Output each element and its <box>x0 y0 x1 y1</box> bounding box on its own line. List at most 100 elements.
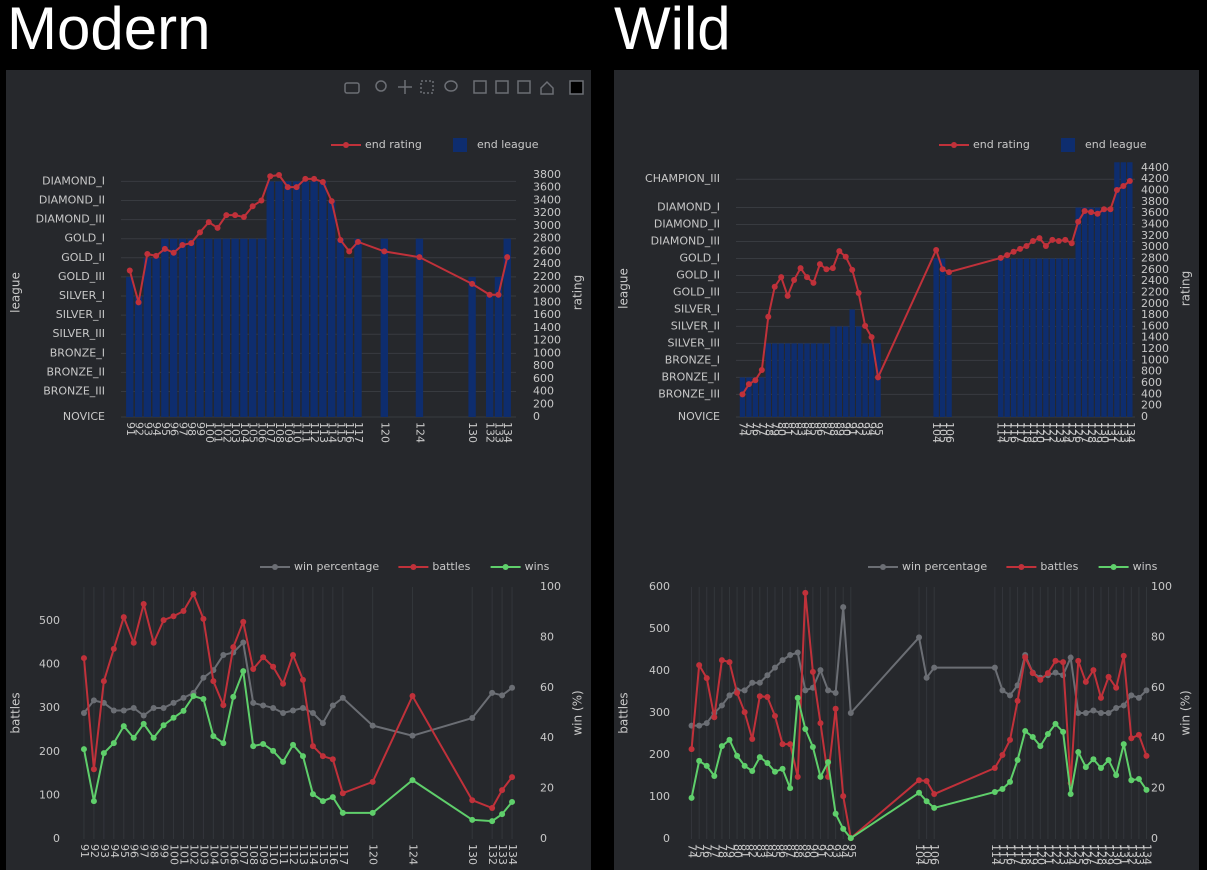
y-tick-label: GOLD_II <box>61 251 105 264</box>
marker <box>923 674 930 681</box>
marker <box>1007 778 1014 785</box>
x-tick-label: 129 <box>1103 844 1116 865</box>
x-tick-label: 122 <box>1046 422 1059 443</box>
marker <box>696 722 703 729</box>
x-tick-label: 95 <box>845 844 858 858</box>
marker <box>499 811 506 818</box>
x-tick-label: 114 <box>307 844 320 865</box>
y-tick-label: 200 <box>39 745 60 758</box>
marker <box>499 787 506 794</box>
marker <box>339 694 346 701</box>
marker <box>223 212 230 219</box>
marker <box>842 253 849 260</box>
marker <box>787 652 794 659</box>
marker <box>802 589 809 596</box>
y2-tick-label: 3000 <box>1141 240 1169 253</box>
x-tick-label: 113 <box>297 844 310 865</box>
x-tick-label: 118 <box>1021 422 1034 443</box>
marker <box>346 248 353 255</box>
marker <box>1007 736 1014 743</box>
marker <box>1135 694 1142 701</box>
y2-tick-label: 200 <box>533 397 554 410</box>
x-tick-label: 120 <box>1034 844 1047 865</box>
marker <box>309 743 316 750</box>
x-tick-label: 95 <box>159 422 172 436</box>
x-tick-label: 115 <box>334 422 347 443</box>
marker <box>840 604 847 611</box>
y-tick-label: 500 <box>649 622 670 635</box>
x-tick-label: 94 <box>150 422 163 436</box>
marker <box>1143 687 1150 694</box>
marker <box>1007 692 1014 699</box>
modebar-icon[interactable] <box>420 80 434 94</box>
y2-tick-label: 800 <box>1141 365 1162 378</box>
marker <box>276 172 282 179</box>
bar <box>310 181 318 417</box>
modebar-icon[interactable] <box>344 82 360 94</box>
y2-tick-label: 60 <box>540 681 554 694</box>
bar <box>1127 162 1133 417</box>
marker <box>696 662 703 669</box>
y2-tick-label: 20 <box>540 782 554 795</box>
y2-tick-label: 2200 <box>533 270 561 283</box>
x-tick-label: 111 <box>277 844 290 865</box>
y-axis-title: battles <box>9 692 23 733</box>
marker <box>696 757 703 764</box>
bar <box>1030 258 1036 417</box>
x-tick-label: 110 <box>267 844 280 865</box>
x-tick-label: 105 <box>921 844 934 865</box>
x-tick-label: 87 <box>784 844 797 858</box>
marker <box>160 722 167 729</box>
marker <box>190 590 197 597</box>
bar <box>468 276 476 417</box>
marker <box>126 267 133 274</box>
bar <box>205 238 213 417</box>
bar <box>143 257 152 417</box>
marker <box>1067 654 1074 661</box>
legend: end rating end league <box>939 138 1147 152</box>
modebar-icon[interactable] <box>398 80 412 94</box>
bar <box>823 343 830 417</box>
marker <box>1081 207 1088 214</box>
x-tick-label: 124 <box>413 422 426 443</box>
y-tick-label: DIAMOND_III <box>651 235 720 248</box>
bar <box>1120 162 1127 417</box>
marker <box>749 679 756 686</box>
modebar-icon[interactable] <box>444 80 458 92</box>
modebar-icon[interactable] <box>375 80 387 92</box>
x-tick-label: 115 <box>317 844 330 865</box>
x-tick-label: 91 <box>124 422 137 436</box>
marker <box>509 684 516 691</box>
marker <box>1037 743 1044 750</box>
y-tick-label: NOVICE <box>63 410 105 423</box>
x-tick-label: 97 <box>176 422 189 436</box>
plot: NOVICE BRONZE_III BRONZE_II BRONZE_I SILVER_… <box>617 138 1193 443</box>
y2-tick-label: 2200 <box>1141 285 1169 298</box>
marker <box>339 809 346 816</box>
bar <box>1049 258 1056 417</box>
marker <box>847 835 854 842</box>
x-tick-label: 132 <box>1125 844 1138 865</box>
bar <box>126 276 134 417</box>
legend-swatch <box>272 564 278 570</box>
marker <box>756 679 763 686</box>
x-tick-label: 98 <box>185 422 198 436</box>
marker <box>260 654 267 661</box>
x-tick-label: 133 <box>492 422 505 443</box>
x-tick-label: 121 <box>1042 844 1055 865</box>
marker <box>1029 733 1036 740</box>
marker <box>703 762 710 769</box>
x-tick-label: 83 <box>754 844 767 858</box>
y-axis-title: battles <box>617 692 631 733</box>
modebar-icon[interactable] <box>517 80 531 94</box>
bar <box>319 181 327 417</box>
x-tick-label: 92 <box>133 422 146 436</box>
marker <box>469 797 476 804</box>
marker <box>489 818 496 825</box>
marker <box>784 292 791 299</box>
modebar-icon[interactable] <box>569 80 584 95</box>
modebar-icon[interactable] <box>540 80 554 95</box>
modebar-icon[interactable] <box>473 80 487 94</box>
x-tick-label: 76 <box>749 422 762 436</box>
modebar-icon[interactable] <box>495 80 509 94</box>
